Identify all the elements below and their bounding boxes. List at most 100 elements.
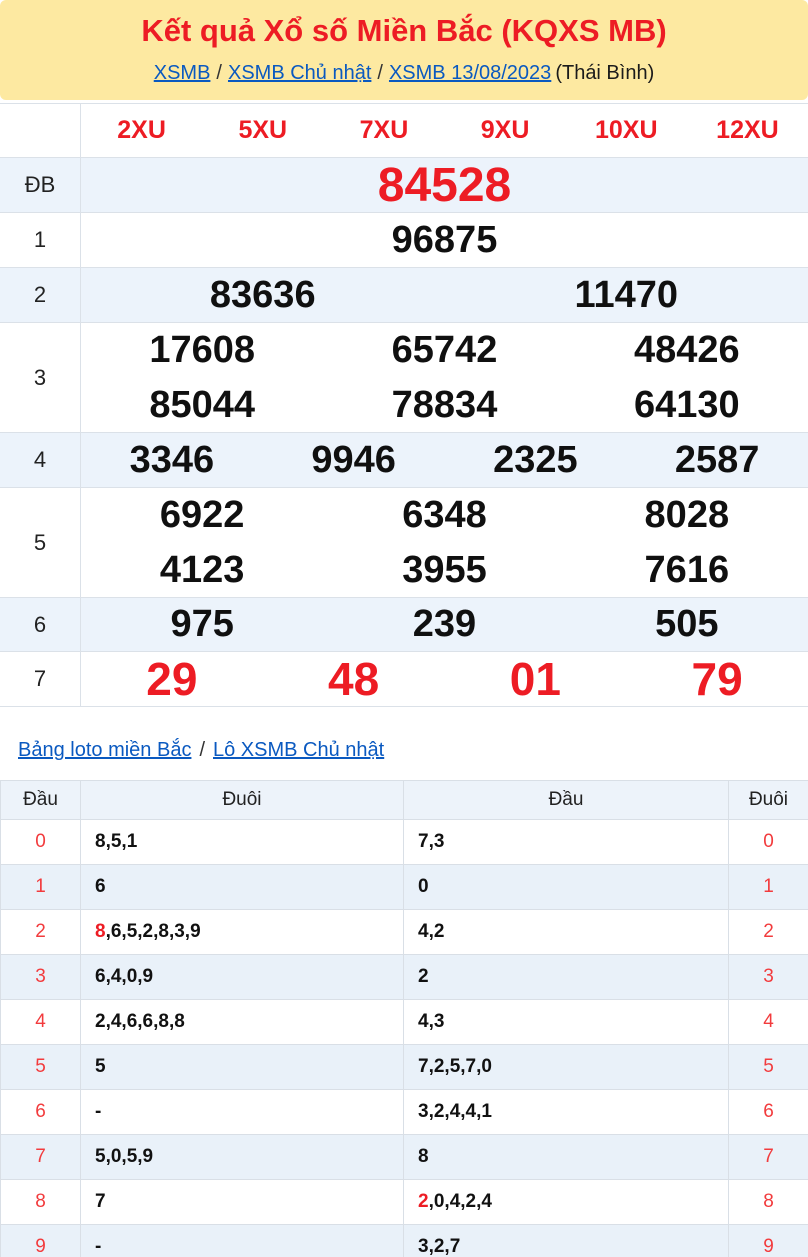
loto-tail-list: - <box>80 1224 404 1257</box>
column-header-7xu[interactable]: 7XU <box>359 116 409 144</box>
prize-number: 96875 <box>391 218 498 261</box>
loto-tail-digit: 0 <box>728 819 808 865</box>
prize-number: 3346 <box>129 438 215 481</box>
prize-number: 11470 <box>574 273 679 316</box>
loto-header-dau-right: Đầu <box>403 780 729 820</box>
loto-tail-list: - <box>80 1089 404 1135</box>
loto-head-list: 8 <box>403 1134 729 1180</box>
prize-number: 9946 <box>311 438 396 481</box>
loto-tail-digit: 8 <box>728 1179 808 1225</box>
loto-header-row: Đầu Đuôi Đầu Đuôi <box>0 780 808 820</box>
page-title: Kết quả Xổ số Miền Bắc (KQXS MB) <box>141 13 667 48</box>
digit-list: 6 <box>95 876 106 897</box>
loto-link-bang-loto[interactable]: Bảng loto miền Bắc <box>18 739 192 761</box>
digit-list: ,0,4,2,4 <box>428 1191 492 1212</box>
digit-list: 3,2,7 <box>418 1236 461 1257</box>
loto-head-list: 2,0,4,2,4 <box>403 1179 729 1225</box>
prize-row-7: 7 29 48 01 79 <box>0 652 808 707</box>
page-header: Kết quả Xổ số Miền Bắc (KQXS MB) XSMB / XS… <box>0 0 808 100</box>
digit-list: 6,4,0,9 <box>95 966 154 987</box>
prize-number: 01 <box>509 652 561 705</box>
loto-row-1: 1 6 0 1 <box>0 864 808 910</box>
loto-links: Bảng loto miền Bắc / Lô XSMB Chủ nhật <box>0 707 808 780</box>
loto-tail-list: 8,5,1 <box>80 819 404 865</box>
loto-head-digit: 7 <box>0 1134 81 1180</box>
loto-link-lo-xsmb[interactable]: Lô XSMB Chủ nhật <box>213 739 385 761</box>
prize-number: 65742 <box>391 328 498 371</box>
prize-label: ĐB <box>0 158 81 212</box>
digit-list: 5,0,5,9 <box>95 1146 154 1167</box>
loto-head-digit: 3 <box>0 954 81 1000</box>
breadcrumb: XSMB / XSMB Chủ nhật / XSMB 13/08/2023 (Thái … <box>0 62 808 85</box>
loto-tail-list: 5 <box>80 1044 404 1090</box>
loto-row-2: 2 8,6,5,2,8,3,9 4,2 2 <box>0 909 808 955</box>
digit-list: 5 <box>95 1056 106 1077</box>
digit-list: 7 <box>95 1191 106 1212</box>
loto-head-list: 7,3 <box>403 819 729 865</box>
prize-number: 8028 <box>644 493 730 536</box>
loto-row-0: 0 8,5,1 7,3 0 <box>0 819 808 865</box>
breadcrumb-separator: / <box>216 62 222 84</box>
breadcrumb-link-xsmb[interactable]: XSMB <box>153 62 211 84</box>
digit-list: 8,5,1 <box>95 831 138 852</box>
digit-list: 0 <box>418 876 429 897</box>
loto-head-digit: 4 <box>0 999 81 1045</box>
loto-row-8: 8 7 2,0,4,2,4 8 <box>0 1179 808 1225</box>
results-header-corner <box>0 104 81 157</box>
loto-row-6: 6 - 3,2,4,4,1 6 <box>0 1089 808 1135</box>
loto-tail-list: 8,6,5,2,8,3,9 <box>80 909 404 955</box>
results-header-row: 2XU 5XU 7XU 9XU 10XU 12XU <box>0 104 808 158</box>
column-header-9xu[interactable]: 9XU <box>480 116 530 144</box>
prize-number: 239 <box>412 603 477 645</box>
breadcrumb-link-xsmb-sunday[interactable]: XSMB Chủ nhật <box>227 62 372 84</box>
prize-number: 17608 <box>149 328 255 371</box>
prize-row-1: 1 96875 <box>0 213 808 268</box>
loto-head-list: 4,3 <box>403 999 729 1045</box>
digit-list: ,6,5,2,8,3,9 <box>105 921 201 942</box>
loto-head-digit: 9 <box>0 1224 81 1257</box>
prize-number: 7616 <box>644 548 730 591</box>
loto-tail-digit: 9 <box>728 1224 808 1257</box>
loto-tail-list: 7 <box>80 1179 404 1225</box>
prize-number: 64130 <box>633 383 740 426</box>
loto-links-separator: / <box>199 739 205 761</box>
digit-list: 2,4,6,6,8,8 <box>95 1011 185 1032</box>
column-header-10xu[interactable]: 10XU <box>595 116 658 144</box>
prize-label: 5 <box>0 488 81 597</box>
digit-list: - <box>95 1236 102 1257</box>
prize-row-3: 3 17608 65742 48426 85044 78834 64130 <box>0 323 808 433</box>
digit-list: 4,3 <box>418 1011 445 1032</box>
highlighted-digit: 2 <box>418 1191 429 1212</box>
loto-head-list: 3,2,7 <box>403 1224 729 1257</box>
breadcrumb-separator: / <box>377 62 383 84</box>
prize-label: 6 <box>0 598 81 651</box>
prize-number: 85044 <box>149 383 255 426</box>
column-header-12xu[interactable]: 12XU <box>716 116 779 144</box>
digit-list: - <box>95 1101 102 1122</box>
prize-number: 3955 <box>402 548 487 591</box>
loto-tail-digit: 1 <box>728 864 808 910</box>
breadcrumb-province: (Thái Bình) <box>555 62 655 84</box>
prize-number: 29 <box>146 652 198 705</box>
loto-head-digit: 2 <box>0 909 81 955</box>
loto-header-duoi-left: Đuôi <box>80 780 404 820</box>
loto-tail-list: 2,4,6,6,8,8 <box>80 999 404 1045</box>
breadcrumb-link-xsmb-date[interactable]: XSMB 13/08/2023 <box>388 62 552 84</box>
loto-head-digit: 1 <box>0 864 81 910</box>
prize-number: 2325 <box>493 438 578 481</box>
loto-row-4: 4 2,4,6,6,8,8 4,3 4 <box>0 999 808 1045</box>
prize-number: 48426 <box>633 328 740 371</box>
digit-list: 8 <box>418 1146 429 1167</box>
loto-head-list: 7,2,5,7,0 <box>403 1044 729 1090</box>
loto-head-list: 3,2,4,4,1 <box>403 1089 729 1135</box>
loto-header-duoi-right: Đuôi <box>728 780 808 820</box>
loto-head-list: 0 <box>403 864 729 910</box>
loto-tail-list: 5,0,5,9 <box>80 1134 404 1180</box>
prize-row-6: 6 975 239 505 <box>0 598 808 652</box>
digit-list: 7,3 <box>418 831 445 852</box>
prize-number: 79 <box>691 652 743 705</box>
loto-head-digit: 6 <box>0 1089 81 1135</box>
digit-list: 3,2,4,4,1 <box>418 1101 492 1122</box>
column-header-2xu[interactable]: 2XU <box>117 116 166 144</box>
column-header-5xu[interactable]: 5XU <box>238 116 288 144</box>
